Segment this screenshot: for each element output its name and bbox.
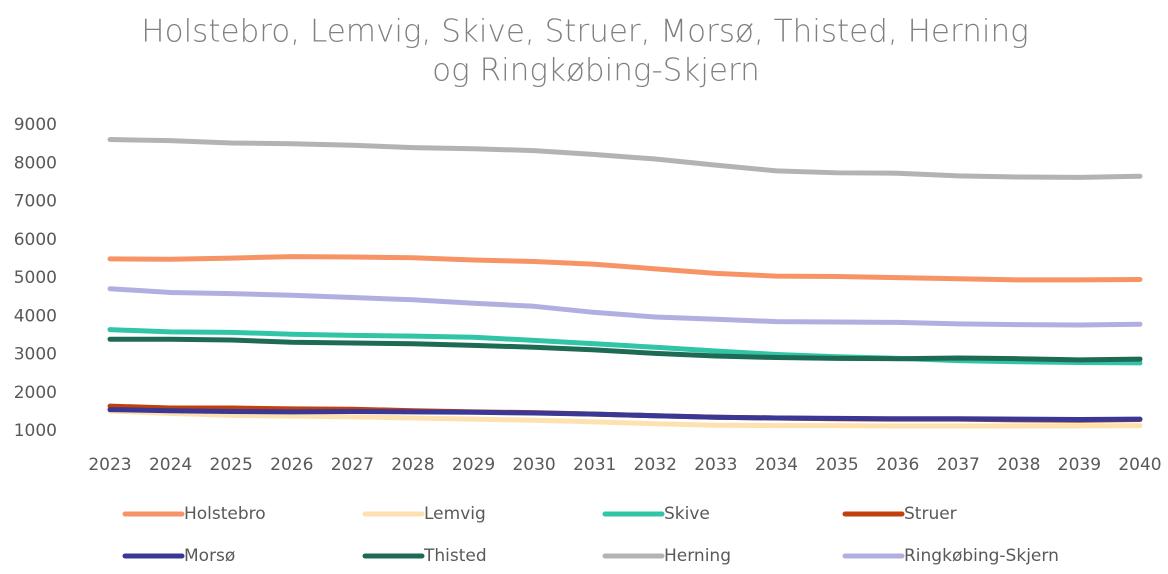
legend-label: Holstebro xyxy=(184,504,266,524)
x-tick-label: 2038 xyxy=(997,455,1040,475)
legend-label: Lemvig xyxy=(424,504,486,524)
x-tick-label: 2030 xyxy=(512,455,555,475)
series-line xyxy=(107,407,1143,423)
y-tick-label: 3000 xyxy=(14,345,57,365)
x-tick-label: 2029 xyxy=(452,455,495,475)
chart-title: og Ringkøbing-Skjern xyxy=(432,53,760,89)
x-tick-label: 2040 xyxy=(1118,455,1161,475)
x-tick-label: 2033 xyxy=(694,455,737,475)
x-tick-label: 2032 xyxy=(634,455,677,475)
x-tick-label: 2034 xyxy=(755,455,798,475)
y-tick-label: 2000 xyxy=(14,383,57,403)
y-tick-label: 1000 xyxy=(14,421,57,441)
x-tick-label: 2023 xyxy=(88,455,131,475)
series-line xyxy=(107,286,1143,328)
x-tick-label: 2039 xyxy=(1058,455,1101,475)
x-tick-label: 2026 xyxy=(270,455,313,475)
chart-title: Holstebro, Lemvig, Skive, Struer, Morsø,… xyxy=(141,14,1028,50)
legend-label: Herning xyxy=(664,546,731,566)
x-tick-label: 2031 xyxy=(573,455,616,475)
legend-label: Thisted xyxy=(423,546,487,566)
x-tick-label: 2035 xyxy=(815,455,858,475)
series-line xyxy=(107,254,1143,283)
series-line xyxy=(107,327,1143,366)
x-tick-label: 2025 xyxy=(210,455,253,475)
y-tick-label: 6000 xyxy=(14,230,57,250)
y-tick-label: 4000 xyxy=(14,306,57,326)
series-line xyxy=(107,408,1143,429)
legend-label: Morsø xyxy=(184,546,235,566)
legend-label: Struer xyxy=(904,504,957,524)
x-tick-label: 2028 xyxy=(391,455,434,475)
x-tick-label: 2027 xyxy=(331,455,374,475)
y-tick-label: 5000 xyxy=(14,268,57,288)
y-tick-label: 8000 xyxy=(14,153,57,173)
legend-label: Ringkøbing-Skjern xyxy=(904,546,1059,566)
x-tick-label: 2024 xyxy=(149,455,192,475)
legend-label: Skive xyxy=(664,504,710,524)
y-tick-label: 9000 xyxy=(14,115,57,135)
x-tick-label: 2037 xyxy=(937,455,980,475)
series-line xyxy=(107,137,1143,180)
y-tick-label: 7000 xyxy=(14,192,57,212)
series-line xyxy=(107,336,1143,363)
x-tick-label: 2036 xyxy=(876,455,919,475)
